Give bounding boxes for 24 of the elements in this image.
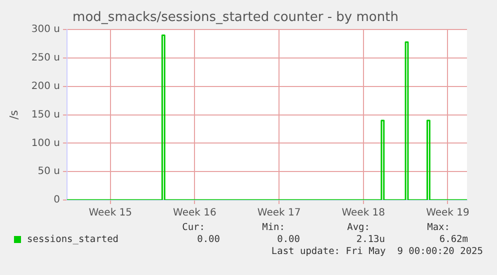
y-axis-title: /s xyxy=(7,110,20,120)
text: Last update: Fri May 9 00:00:20 2025 xyxy=(271,246,483,257)
text: Max: xyxy=(427,222,450,233)
y-tick-label: 50 u xyxy=(38,166,60,178)
x-tick-label: Week 17 xyxy=(257,208,301,219)
x-tick-label: Week 19 xyxy=(426,208,470,219)
x-tick-label: Week 16 xyxy=(173,208,216,219)
y-tick-label: 300 u xyxy=(31,24,60,36)
text: 0.00 xyxy=(197,234,220,245)
text: 0.00 xyxy=(277,234,300,245)
y-tick-label: 200 u xyxy=(31,80,60,92)
text: Min: xyxy=(262,222,285,233)
text: Avg: xyxy=(347,222,370,233)
chart-title: mod_smacks/sessions_started counter - by month xyxy=(72,10,398,26)
y-tick-label: 100 u xyxy=(31,138,60,149)
x-tick-label: Week 18 xyxy=(342,208,386,219)
y-tick-label: 0 xyxy=(54,194,60,206)
text: Cur: xyxy=(182,222,205,233)
y-tick-label: 250 u xyxy=(31,52,60,64)
text: 6.62m xyxy=(439,234,468,245)
x-tick-label: Week 15 xyxy=(88,208,132,219)
legend-label: sessions_started xyxy=(27,234,119,245)
y-tick-label: 150 u xyxy=(31,109,60,120)
text: 2.13u xyxy=(356,234,385,245)
